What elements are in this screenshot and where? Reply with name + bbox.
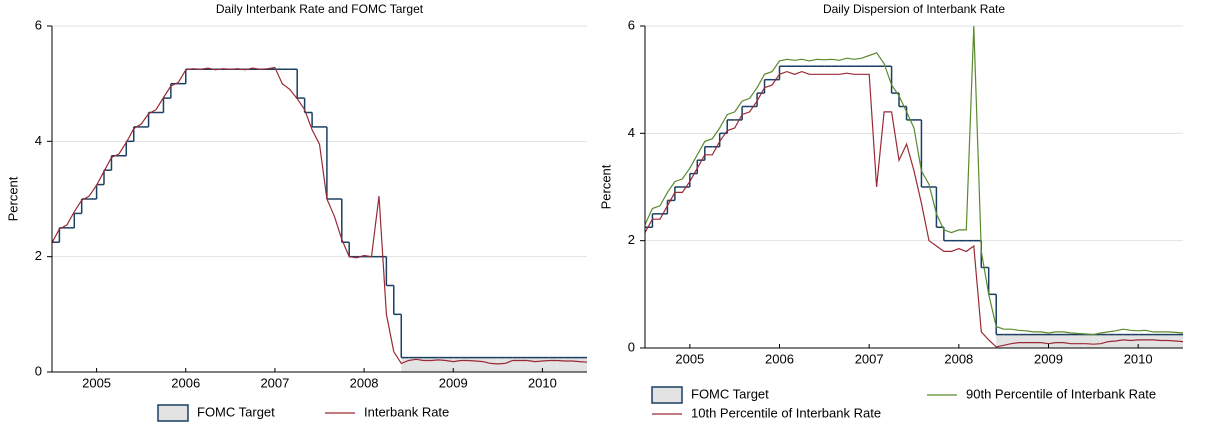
y-tick-label: 6 bbox=[35, 17, 42, 32]
target-band bbox=[564, 357, 573, 372]
target-band bbox=[1123, 334, 1131, 348]
target-band bbox=[549, 357, 558, 372]
target-band bbox=[497, 357, 506, 372]
y-tick-label: 2 bbox=[628, 232, 635, 247]
x-tick-label: 2010 bbox=[528, 375, 557, 390]
target-band bbox=[1100, 334, 1109, 348]
target-band bbox=[572, 357, 580, 372]
target-band bbox=[475, 357, 483, 372]
target-band bbox=[1145, 334, 1154, 348]
target-band bbox=[1093, 334, 1101, 348]
x-tick-label: 2006 bbox=[171, 375, 200, 390]
x-tick-label: 2009 bbox=[439, 375, 468, 390]
target-band bbox=[512, 357, 521, 372]
target-band bbox=[557, 357, 565, 372]
target-band bbox=[1026, 334, 1034, 348]
target-band bbox=[1063, 334, 1071, 348]
target-band bbox=[542, 357, 550, 372]
y-tick-label: 4 bbox=[628, 125, 635, 140]
target-band bbox=[423, 357, 431, 372]
target-band bbox=[438, 357, 446, 372]
target-band bbox=[1085, 334, 1094, 348]
y-tick-label: 4 bbox=[35, 133, 42, 148]
y-axis-label: Percent bbox=[5, 176, 20, 221]
series-line bbox=[644, 25, 1184, 336]
target-band bbox=[1138, 334, 1146, 348]
target-band bbox=[1041, 334, 1049, 348]
target-band bbox=[535, 357, 543, 372]
target-band bbox=[468, 357, 476, 372]
legend-label: FOMC Target bbox=[691, 386, 769, 401]
legend-label: 10th Percentile of Interbank Rate bbox=[691, 405, 881, 420]
y-tick-label: 2 bbox=[35, 248, 42, 263]
target-band bbox=[1078, 334, 1086, 348]
legend-swatch bbox=[157, 404, 189, 422]
series-line bbox=[51, 66, 588, 365]
target-band bbox=[1003, 334, 1012, 348]
target-band bbox=[1033, 334, 1042, 348]
y-tick-label: 0 bbox=[35, 363, 42, 378]
target-band bbox=[460, 357, 469, 372]
target-band bbox=[430, 357, 439, 372]
y-tick-label: 6 bbox=[628, 17, 635, 32]
chart-title: Daily Dispersion of Interbank Rate bbox=[823, 2, 1005, 16]
y-tick-label: 0 bbox=[628, 339, 635, 354]
target-band bbox=[1115, 334, 1124, 348]
target-band bbox=[445, 357, 454, 372]
target-band bbox=[490, 357, 498, 372]
chart-title: Daily Interbank Rate and FOMC Target bbox=[216, 2, 424, 16]
target-band bbox=[408, 357, 417, 372]
target-band bbox=[482, 357, 491, 372]
target-band bbox=[1153, 334, 1161, 348]
x-tick-label: 2007 bbox=[855, 351, 884, 366]
x-tick-label: 2008 bbox=[350, 375, 379, 390]
target-band bbox=[1130, 334, 1139, 348]
series-line bbox=[644, 70, 1184, 348]
x-tick-label: 2010 bbox=[1124, 351, 1153, 366]
y-axis-label: Percent bbox=[598, 164, 613, 209]
target-band bbox=[1018, 334, 1027, 348]
x-tick-label: 2005 bbox=[675, 351, 704, 366]
target-band bbox=[1070, 334, 1079, 348]
target-band bbox=[505, 357, 513, 372]
target-band bbox=[401, 357, 409, 372]
x-tick-label: 2006 bbox=[765, 351, 794, 366]
legend-label: 90th Percentile of Interbank Rate bbox=[966, 386, 1156, 401]
target-band bbox=[1011, 334, 1019, 348]
target-band bbox=[579, 357, 587, 372]
target-band bbox=[1055, 334, 1064, 348]
legend-swatch bbox=[651, 386, 683, 404]
legend-label: Interbank Rate bbox=[364, 404, 449, 419]
target-band bbox=[416, 357, 424, 372]
x-tick-label: 2009 bbox=[1034, 351, 1063, 366]
x-tick-label: 2008 bbox=[944, 351, 973, 366]
target-band bbox=[1160, 334, 1169, 348]
target-band bbox=[453, 357, 461, 372]
target-band bbox=[527, 357, 536, 372]
x-tick-label: 2005 bbox=[82, 375, 111, 390]
x-tick-label: 2007 bbox=[260, 375, 289, 390]
target-band bbox=[520, 357, 528, 372]
target-band bbox=[996, 334, 1004, 348]
legend-label: FOMC Target bbox=[197, 404, 275, 419]
target-band bbox=[1048, 334, 1056, 348]
